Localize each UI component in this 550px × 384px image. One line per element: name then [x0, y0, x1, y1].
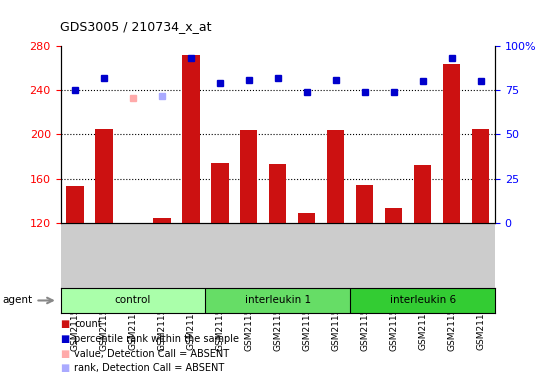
Bar [67, 186, 84, 355]
Bar [205, 288, 350, 313]
Text: rank, Detection Call = ABSENT: rank, Detection Call = ABSENT [74, 363, 224, 373]
Text: percentile rank within the sample: percentile rank within the sample [74, 334, 239, 344]
Bar [182, 55, 200, 355]
Bar [60, 288, 205, 313]
Bar [298, 213, 315, 355]
Text: ■: ■ [60, 349, 70, 359]
Bar [95, 129, 113, 355]
Bar [327, 130, 344, 355]
Text: agent: agent [3, 295, 33, 306]
Text: ■: ■ [60, 334, 70, 344]
Text: control: control [115, 295, 151, 306]
Bar [124, 224, 141, 355]
Bar [472, 129, 489, 355]
Bar [350, 288, 495, 313]
Bar [153, 218, 170, 355]
Text: ■: ■ [60, 319, 70, 329]
Text: value, Detection Call = ABSENT: value, Detection Call = ABSENT [74, 349, 229, 359]
Bar [211, 163, 228, 355]
Bar [240, 130, 257, 355]
Bar [443, 64, 460, 355]
Bar [356, 185, 373, 355]
Bar [269, 164, 287, 355]
Bar [385, 209, 402, 355]
Text: interleukin 1: interleukin 1 [245, 295, 311, 306]
Text: interleukin 6: interleukin 6 [389, 295, 455, 306]
Text: count: count [74, 319, 102, 329]
Bar [414, 166, 431, 355]
Text: ■: ■ [60, 363, 70, 373]
Text: GDS3005 / 210734_x_at: GDS3005 / 210734_x_at [60, 20, 212, 33]
